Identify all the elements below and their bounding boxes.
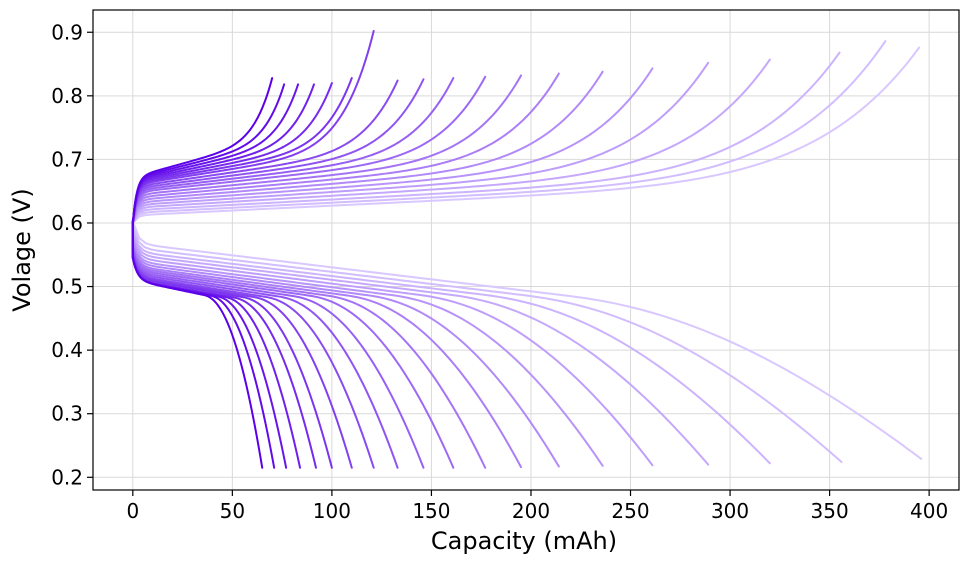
discharge-curve	[131, 222, 353, 469]
y-tick-label: 0.2	[51, 465, 83, 489]
charge-curve	[131, 77, 353, 224]
x-tick-label: 250	[611, 499, 649, 523]
charge-curve	[131, 75, 487, 224]
y-tick-label: 0.7	[51, 147, 83, 171]
discharge-curve	[131, 225, 455, 469]
discharge-curve	[131, 227, 604, 467]
y-tick-label: 0.9	[51, 20, 83, 44]
discharge-curve	[131, 221, 333, 469]
charge-curve	[131, 67, 654, 224]
charge-curve	[131, 83, 315, 224]
plot-frame	[92, 9, 960, 491]
charge-curve	[131, 46, 921, 224]
y-axis-label: Volage (V)	[8, 188, 36, 311]
discharge-curve	[131, 218, 264, 469]
discharge-curve	[131, 225, 487, 469]
curves	[131, 29, 923, 469]
charge-curve	[131, 58, 771, 224]
grid	[93, 10, 959, 490]
y-tick-label: 0.6	[51, 211, 83, 235]
charge-curve	[131, 83, 300, 224]
discharge-curve	[131, 226, 523, 469]
y-tick-label: 0.8	[51, 84, 83, 108]
y-tick-label: 0.4	[51, 338, 83, 362]
x-tick-label: 100	[313, 499, 351, 523]
charge-curve	[131, 79, 399, 224]
x-tick-label: 400	[910, 499, 948, 523]
discharge-curve	[131, 224, 843, 464]
discharge-curve	[131, 223, 399, 469]
charge-curve	[131, 70, 604, 224]
x-tick-label: 200	[512, 499, 550, 523]
x-tick-label: 0	[126, 499, 139, 523]
discharge-curve	[131, 228, 710, 466]
discharge-curve	[131, 223, 375, 469]
charge-curve	[131, 40, 887, 224]
charge-curve	[131, 77, 455, 224]
x-tick-label: 300	[711, 499, 749, 523]
charge-curve	[131, 77, 274, 224]
discharge-curve	[131, 228, 654, 467]
charge-curve	[131, 72, 560, 224]
y-tick-label: 0.3	[51, 402, 83, 426]
x-axis-label: Capacity (mAh)	[431, 527, 617, 555]
axes: 0 50 100 150 200 250 300 350 400 0.2 0.3 0.4 0.5 0.6 0…	[51, 9, 960, 523]
charge-curve	[131, 74, 523, 224]
charge-curve	[131, 78, 425, 224]
discharge-curve	[131, 227, 560, 468]
x-tick-label: 350	[811, 499, 849, 523]
discharge-curve	[131, 220, 923, 460]
y-tick-label: 0.5	[51, 275, 83, 299]
charge-curve	[131, 51, 841, 224]
x-tick-label: 50	[220, 499, 245, 523]
charge-curve	[131, 61, 710, 224]
charge-curve	[131, 29, 375, 224]
charge-curve	[131, 83, 286, 224]
discharge-curve	[131, 224, 425, 469]
x-tick-label: 150	[412, 499, 450, 523]
charge-curve	[131, 82, 333, 224]
discharge-curve	[131, 228, 771, 465]
